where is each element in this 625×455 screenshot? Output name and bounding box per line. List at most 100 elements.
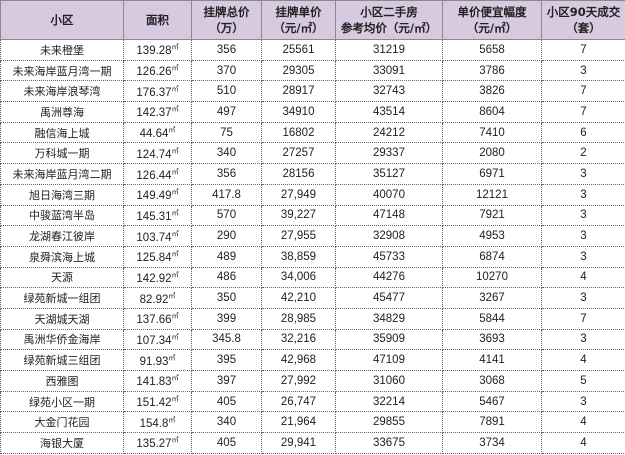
- cell-area: 125.84㎡: [123, 245, 192, 268]
- table-row: 融信海上城 44.64㎡ 75 16802 24212 7410 6: [0, 121, 625, 144]
- cell-total-price: 405: [191, 390, 262, 413]
- cell-community: 未来橙堡: [0, 39, 124, 61]
- table-row: 龙湖春江彼岸 103.74㎡ 290 27,955 32908 4953 3: [0, 225, 625, 247]
- cell-total-price: 356: [191, 39, 262, 61]
- cell-area: 139.28㎡: [123, 39, 192, 61]
- area-value: 124.74: [136, 148, 172, 161]
- cell-deals-90d: 7: [541, 101, 625, 123]
- cell-reference-price: 31219: [335, 39, 443, 61]
- area-unit: ㎡: [171, 437, 179, 445]
- area-value: 176.37: [136, 86, 172, 99]
- header-row: 小区 面积 挂牌总价 （万） 挂牌单价 （元/㎡） 小区二手房 参考均价（元/㎡） 单价便宜幅度…: [0, 0, 625, 40]
- cell-deals-90d: 7: [541, 80, 625, 103]
- area-unit: ㎡: [171, 147, 179, 155]
- cell-discount: 5658: [442, 39, 542, 61]
- cell-unit-price: 25561: [261, 39, 336, 61]
- cell-total-price: 417.8: [191, 183, 262, 206]
- cell-discount: 3734: [442, 432, 542, 454]
- cell-unit-price: 39,227: [261, 204, 336, 227]
- cell-community: 融信海上城: [0, 121, 124, 144]
- cell-total-price: 570: [191, 204, 262, 227]
- cell-area: 151.42㎡: [123, 390, 192, 413]
- cell-community: 绿苑新城三组团: [0, 349, 124, 371]
- cell-reference-price: 47109: [335, 349, 443, 371]
- header-total-price: 挂牌总价 （万）: [191, 0, 262, 40]
- cell-unit-price: 26,747: [261, 390, 336, 413]
- cell-discount: 5467: [442, 390, 542, 413]
- cell-area: 91.93㎡: [123, 349, 192, 371]
- cell-unit-price: 42,210: [261, 287, 336, 309]
- area-value: 103.74: [136, 231, 172, 244]
- cell-area: 137.66㎡: [123, 307, 192, 330]
- area-value: 82.92: [139, 293, 169, 306]
- area-value: 44.64: [139, 128, 169, 140]
- cell-unit-price: 42,968: [261, 349, 336, 371]
- cell-reference-price: 32908: [335, 225, 443, 247]
- cell-deals-90d: 4: [541, 411, 625, 434]
- cell-discount: 2080: [442, 142, 542, 165]
- cell-reference-price: 33675: [335, 432, 443, 454]
- area-value: 91.93: [139, 355, 169, 368]
- cell-area: 82.92㎡: [123, 287, 192, 309]
- cell-deals-90d: 3: [541, 390, 625, 413]
- cell-area: 135.27㎡: [123, 432, 192, 454]
- cell-community: 未来海岸浪琴湾: [0, 80, 124, 103]
- cell-discount: 7921: [442, 204, 542, 227]
- cell-community: 中骏蓝湾半岛: [0, 204, 124, 227]
- cell-total-price: 356: [191, 163, 262, 185]
- cell-community: 禹洲尊海: [0, 101, 124, 123]
- cell-community: 绿苑小区一期: [0, 390, 124, 413]
- cell-total-price: 497: [191, 101, 262, 123]
- cell-discount: 6971: [442, 163, 542, 185]
- cell-total-price: 395: [191, 349, 262, 371]
- cell-total-price: 510: [191, 80, 262, 103]
- cell-reference-price: 45477: [335, 287, 443, 309]
- table-row: 禹洲尊海 142.37㎡ 497 34910 43514 8604 7: [0, 101, 625, 123]
- cell-discount: 5844: [442, 307, 542, 330]
- cell-deals-90d: 6: [541, 121, 625, 144]
- area-unit: ㎡: [171, 313, 179, 321]
- cell-reference-price: 32214: [335, 390, 443, 413]
- cell-deals-90d: 3: [541, 287, 625, 309]
- cell-total-price: 345.8: [191, 328, 262, 351]
- cell-deals-90d: 7: [541, 39, 625, 61]
- area-unit: ㎡: [171, 106, 179, 114]
- area-unit: ㎡: [171, 209, 179, 217]
- table-row: 海银大厦 135.27㎡ 405 29,941 33675 3734 4: [0, 432, 625, 454]
- cell-total-price: 405: [191, 432, 262, 454]
- cell-area: 145.31㎡: [123, 204, 192, 227]
- cell-total-price: 489: [191, 245, 262, 268]
- cell-unit-price: 21,964: [261, 411, 336, 434]
- cell-community: 禹洲华侨金海岸: [0, 328, 124, 351]
- area-value: 139.28: [136, 45, 172, 58]
- cell-discount: 10270: [442, 266, 542, 289]
- area-value: 135.27: [136, 438, 172, 451]
- header-unit-price: 挂牌单价 （元/㎡）: [261, 0, 336, 40]
- area-unit: ㎡: [171, 85, 179, 93]
- header-deals-90d: 小区90天成交 （套）: [541, 0, 625, 40]
- cell-deals-90d: 4: [541, 349, 625, 371]
- area-unit: ㎡: [171, 251, 179, 259]
- table-row: 未来橙堡 139.28㎡ 356 25561 31219 5658 7: [0, 39, 625, 61]
- cell-area: 142.92㎡: [123, 266, 192, 289]
- area-value: 141.83: [136, 376, 172, 389]
- table-row: 大金门花园 154.8㎡ 340 21,964 29855 7891 4: [0, 411, 625, 434]
- area-unit: ㎡: [171, 334, 179, 342]
- cell-area: 44.64㎡: [123, 121, 192, 144]
- cell-discount: 7891: [442, 411, 542, 434]
- cell-total-price: 340: [191, 411, 262, 434]
- table-row: 绿苑新城三组团 91.93㎡ 395 42,968 47109 4141 4: [0, 349, 625, 371]
- area-value: 137.66: [136, 314, 172, 327]
- cell-deals-90d: 4: [541, 432, 625, 454]
- cell-total-price: 350: [191, 287, 262, 309]
- cell-deals-90d: 3: [541, 245, 625, 268]
- cell-deals-90d: 5: [541, 370, 625, 392]
- cell-area: 107.34㎡: [123, 328, 192, 351]
- area-unit: ㎡: [168, 127, 176, 135]
- cell-deals-90d: 3: [541, 204, 625, 227]
- cell-area: 149.49㎡: [123, 183, 192, 206]
- cell-unit-price: 34,006: [261, 266, 336, 289]
- table-row: 中骏蓝湾半岛 145.31㎡ 570 39,227 47148 7921 3: [0, 204, 625, 227]
- table-row: 禹洲华侨金海岸 107.34㎡ 345.8 32,216 35909 3693 3: [0, 328, 625, 351]
- area-value: 107.34: [136, 334, 172, 347]
